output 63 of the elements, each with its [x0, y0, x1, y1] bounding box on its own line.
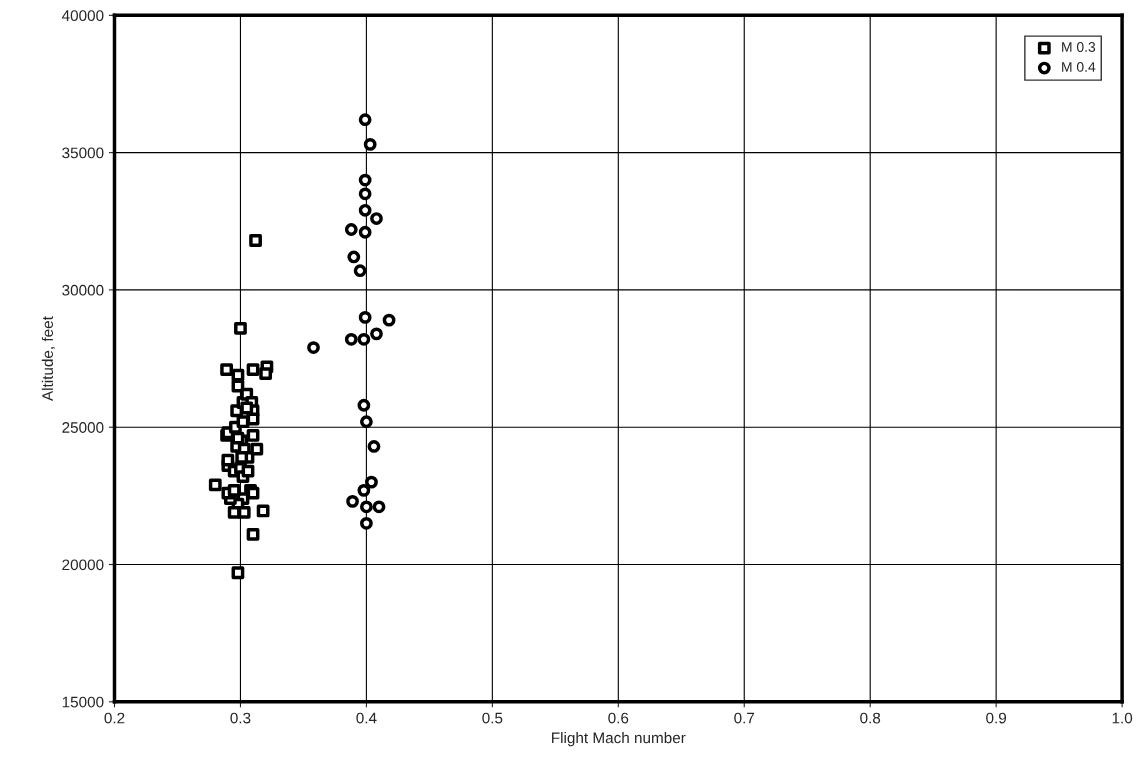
point	[358, 203, 372, 217]
point	[227, 505, 241, 519]
point	[249, 234, 262, 247]
x-tick-label: 0.9	[986, 712, 1007, 724]
point	[363, 138, 377, 151]
point	[360, 415, 373, 429]
point	[382, 313, 396, 327]
point	[358, 173, 372, 187]
point	[246, 363, 260, 376]
point	[344, 332, 358, 346]
point	[347, 250, 361, 264]
point	[236, 415, 250, 429]
point	[246, 429, 260, 442]
point	[358, 225, 372, 239]
x-tick-label: 1.0	[1112, 712, 1133, 724]
point	[357, 332, 371, 346]
x-axis-title: Flight Mach number	[552, 732, 686, 747]
point	[240, 401, 254, 415]
point	[208, 478, 222, 492]
point	[370, 212, 383, 225]
y-axis-title: Altitude, feet	[41, 316, 55, 401]
legend-label: M 0.4	[1062, 61, 1096, 72]
point	[256, 504, 270, 518]
point	[358, 187, 372, 201]
y-tick-label: 30000	[62, 284, 104, 296]
y-tick-label: 25000	[62, 422, 104, 433]
point	[241, 464, 255, 478]
x-tick-label: 0.3	[230, 712, 251, 724]
point	[357, 483, 371, 497]
x-tick-label: 0.5	[482, 712, 503, 724]
point	[307, 341, 320, 354]
x-tick-label: 0.8	[860, 712, 881, 724]
point	[357, 398, 371, 412]
x-tick-label: 0.7	[734, 712, 755, 724]
point	[234, 321, 247, 335]
point	[246, 527, 260, 541]
y-tick-label: 20000	[62, 559, 104, 571]
point	[231, 431, 245, 445]
point	[353, 264, 367, 278]
y-tick-label: 35000	[62, 147, 104, 159]
point	[358, 113, 372, 127]
point	[220, 363, 233, 376]
legend-label: M 0.3	[1062, 42, 1096, 52]
point	[221, 453, 235, 467]
point	[227, 483, 241, 497]
x-tick-label: 0.4	[356, 712, 377, 724]
point	[370, 327, 383, 341]
point	[231, 566, 245, 580]
point	[259, 367, 273, 381]
point	[372, 500, 386, 514]
point	[344, 223, 358, 236]
point	[365, 475, 378, 489]
point	[235, 451, 249, 464]
x-tick-label: 0.2	[104, 712, 125, 724]
point	[346, 494, 359, 508]
y-tick-label: 40000	[61, 10, 104, 22]
y-tick-label: 15000	[62, 696, 104, 708]
point	[360, 500, 373, 514]
point	[360, 516, 373, 530]
point	[367, 440, 381, 453]
point	[358, 310, 372, 324]
x-tick-label: 0.6	[608, 712, 629, 724]
point	[250, 442, 264, 456]
